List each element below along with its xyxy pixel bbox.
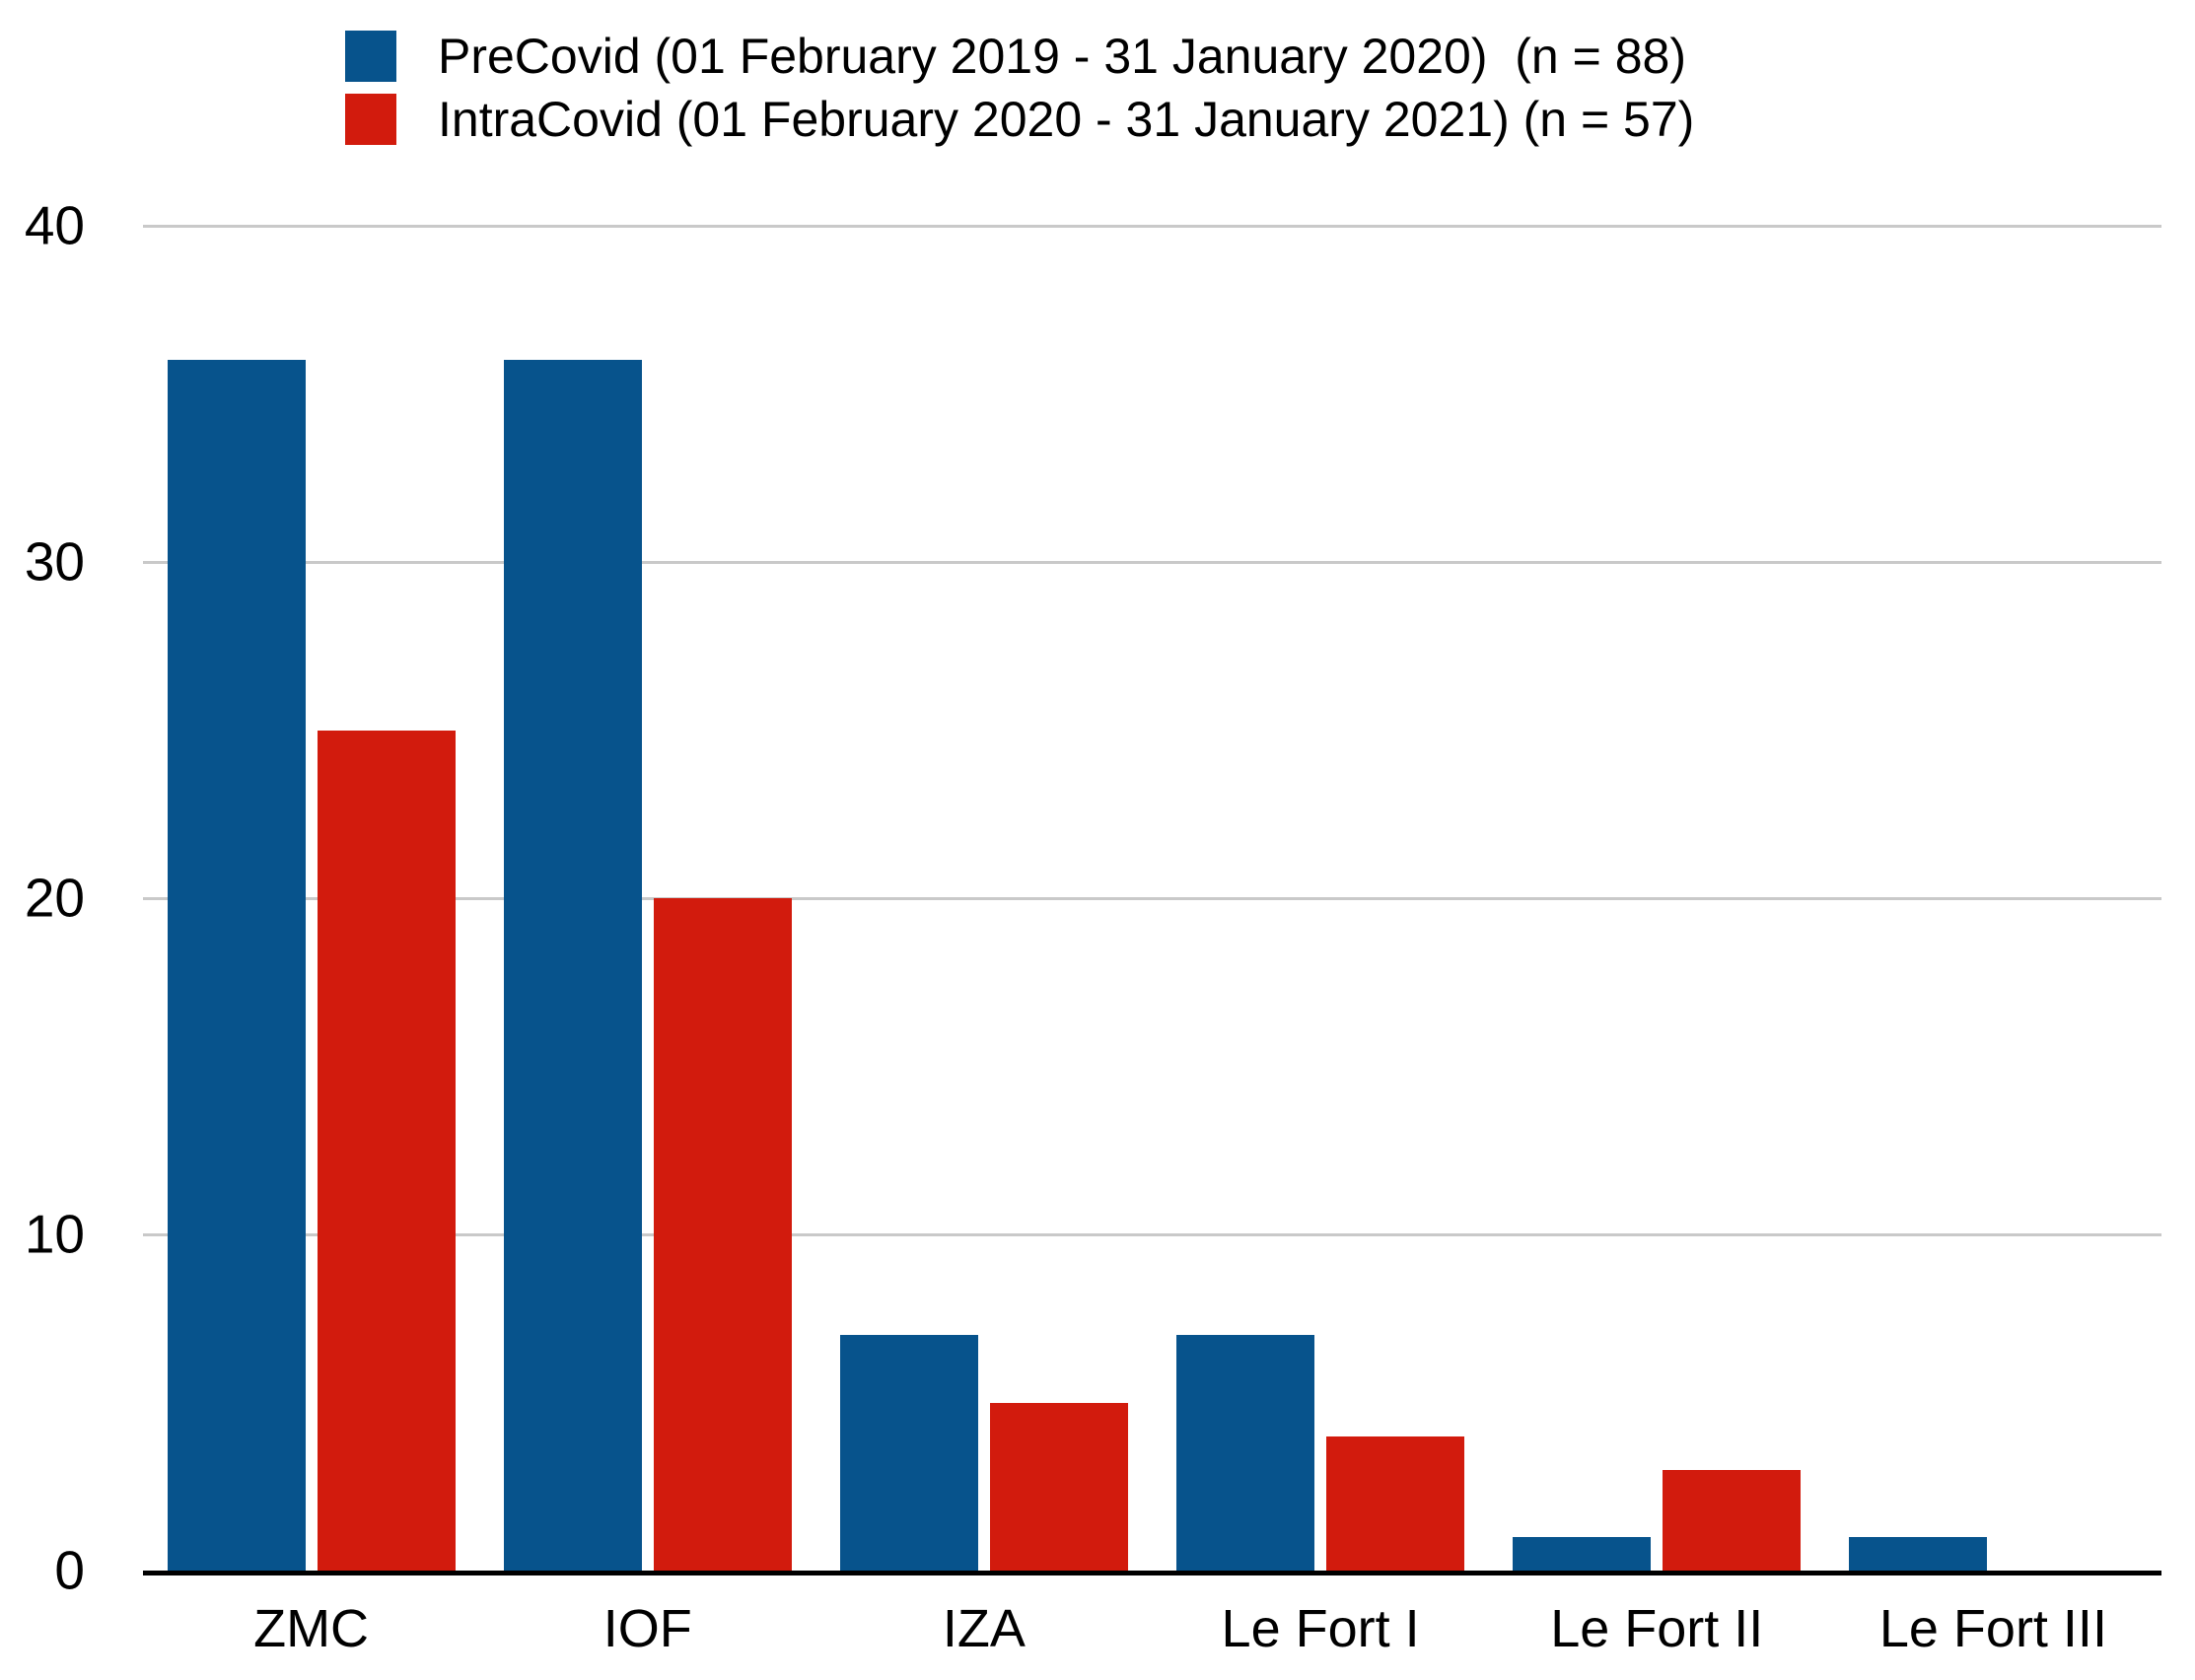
gridline-40	[143, 225, 2161, 228]
gridline-30	[143, 561, 2161, 564]
y-tick-label-40: 40	[24, 194, 85, 256]
bar-precovid-le-fort-iii	[1849, 1536, 1988, 1571]
bar-precovid-zmc	[167, 360, 306, 1571]
y-tick-label-30: 30	[24, 530, 85, 593]
bar-precovid-le-fort-ii	[1513, 1536, 1652, 1571]
x-axis-label-le-fort-ii: Le Fort II	[1550, 1599, 1764, 1658]
x-axis-label-le-fort-i: Le Fort I	[1221, 1599, 1420, 1658]
bar-precovid-iza	[839, 1335, 978, 1571]
x-axis-label-iof: IOF	[602, 1599, 692, 1658]
bar-intracovid-iza	[989, 1402, 1128, 1571]
intracovid-swatch-icon	[345, 94, 396, 145]
legend-item-intracovid: IntraCovid (01 February 2020 - 31 Januar…	[345, 94, 1694, 145]
bar-precovid-iof	[503, 360, 642, 1571]
intracovid-legend-label: IntraCovid (01 February 2020 - 31 Januar…	[438, 92, 1695, 147]
x-axis-label-le-fort-iii: Le Fort III	[1878, 1599, 2107, 1658]
x-axis-label-iza: IZA	[942, 1599, 1026, 1658]
bar-intracovid-le-fort-ii	[1663, 1469, 1802, 1571]
bar-intracovid-iof	[653, 898, 792, 1571]
y-axis: 0 10 20 30 40	[18, 198, 85, 1597]
x-axis-label-zmc: ZMC	[253, 1599, 370, 1658]
y-tick-label-10: 10	[24, 1203, 85, 1265]
legend: PreCovid (01 February 2019 - 31 January …	[345, 31, 1694, 145]
bar-intracovid-le-fort-i	[1326, 1435, 1465, 1571]
y-tick-label-0: 0	[54, 1539, 85, 1601]
precovid-legend-label: PreCovid (01 February 2019 - 31 January …	[438, 29, 1686, 84]
plot-area: ZMC IOF IZA Le Fort I Le Fort II Le Fort III	[143, 225, 2161, 1655]
precovid-swatch-icon	[345, 31, 396, 82]
bar-intracovid-zmc	[317, 730, 456, 1571]
y-tick-label-20: 20	[24, 867, 85, 929]
gridline-20	[143, 897, 2161, 900]
legend-item-precovid: PreCovid (01 February 2019 - 31 January …	[345, 31, 1694, 82]
gridline-10	[143, 1233, 2161, 1236]
bar-precovid-le-fort-i	[1176, 1335, 1315, 1571]
